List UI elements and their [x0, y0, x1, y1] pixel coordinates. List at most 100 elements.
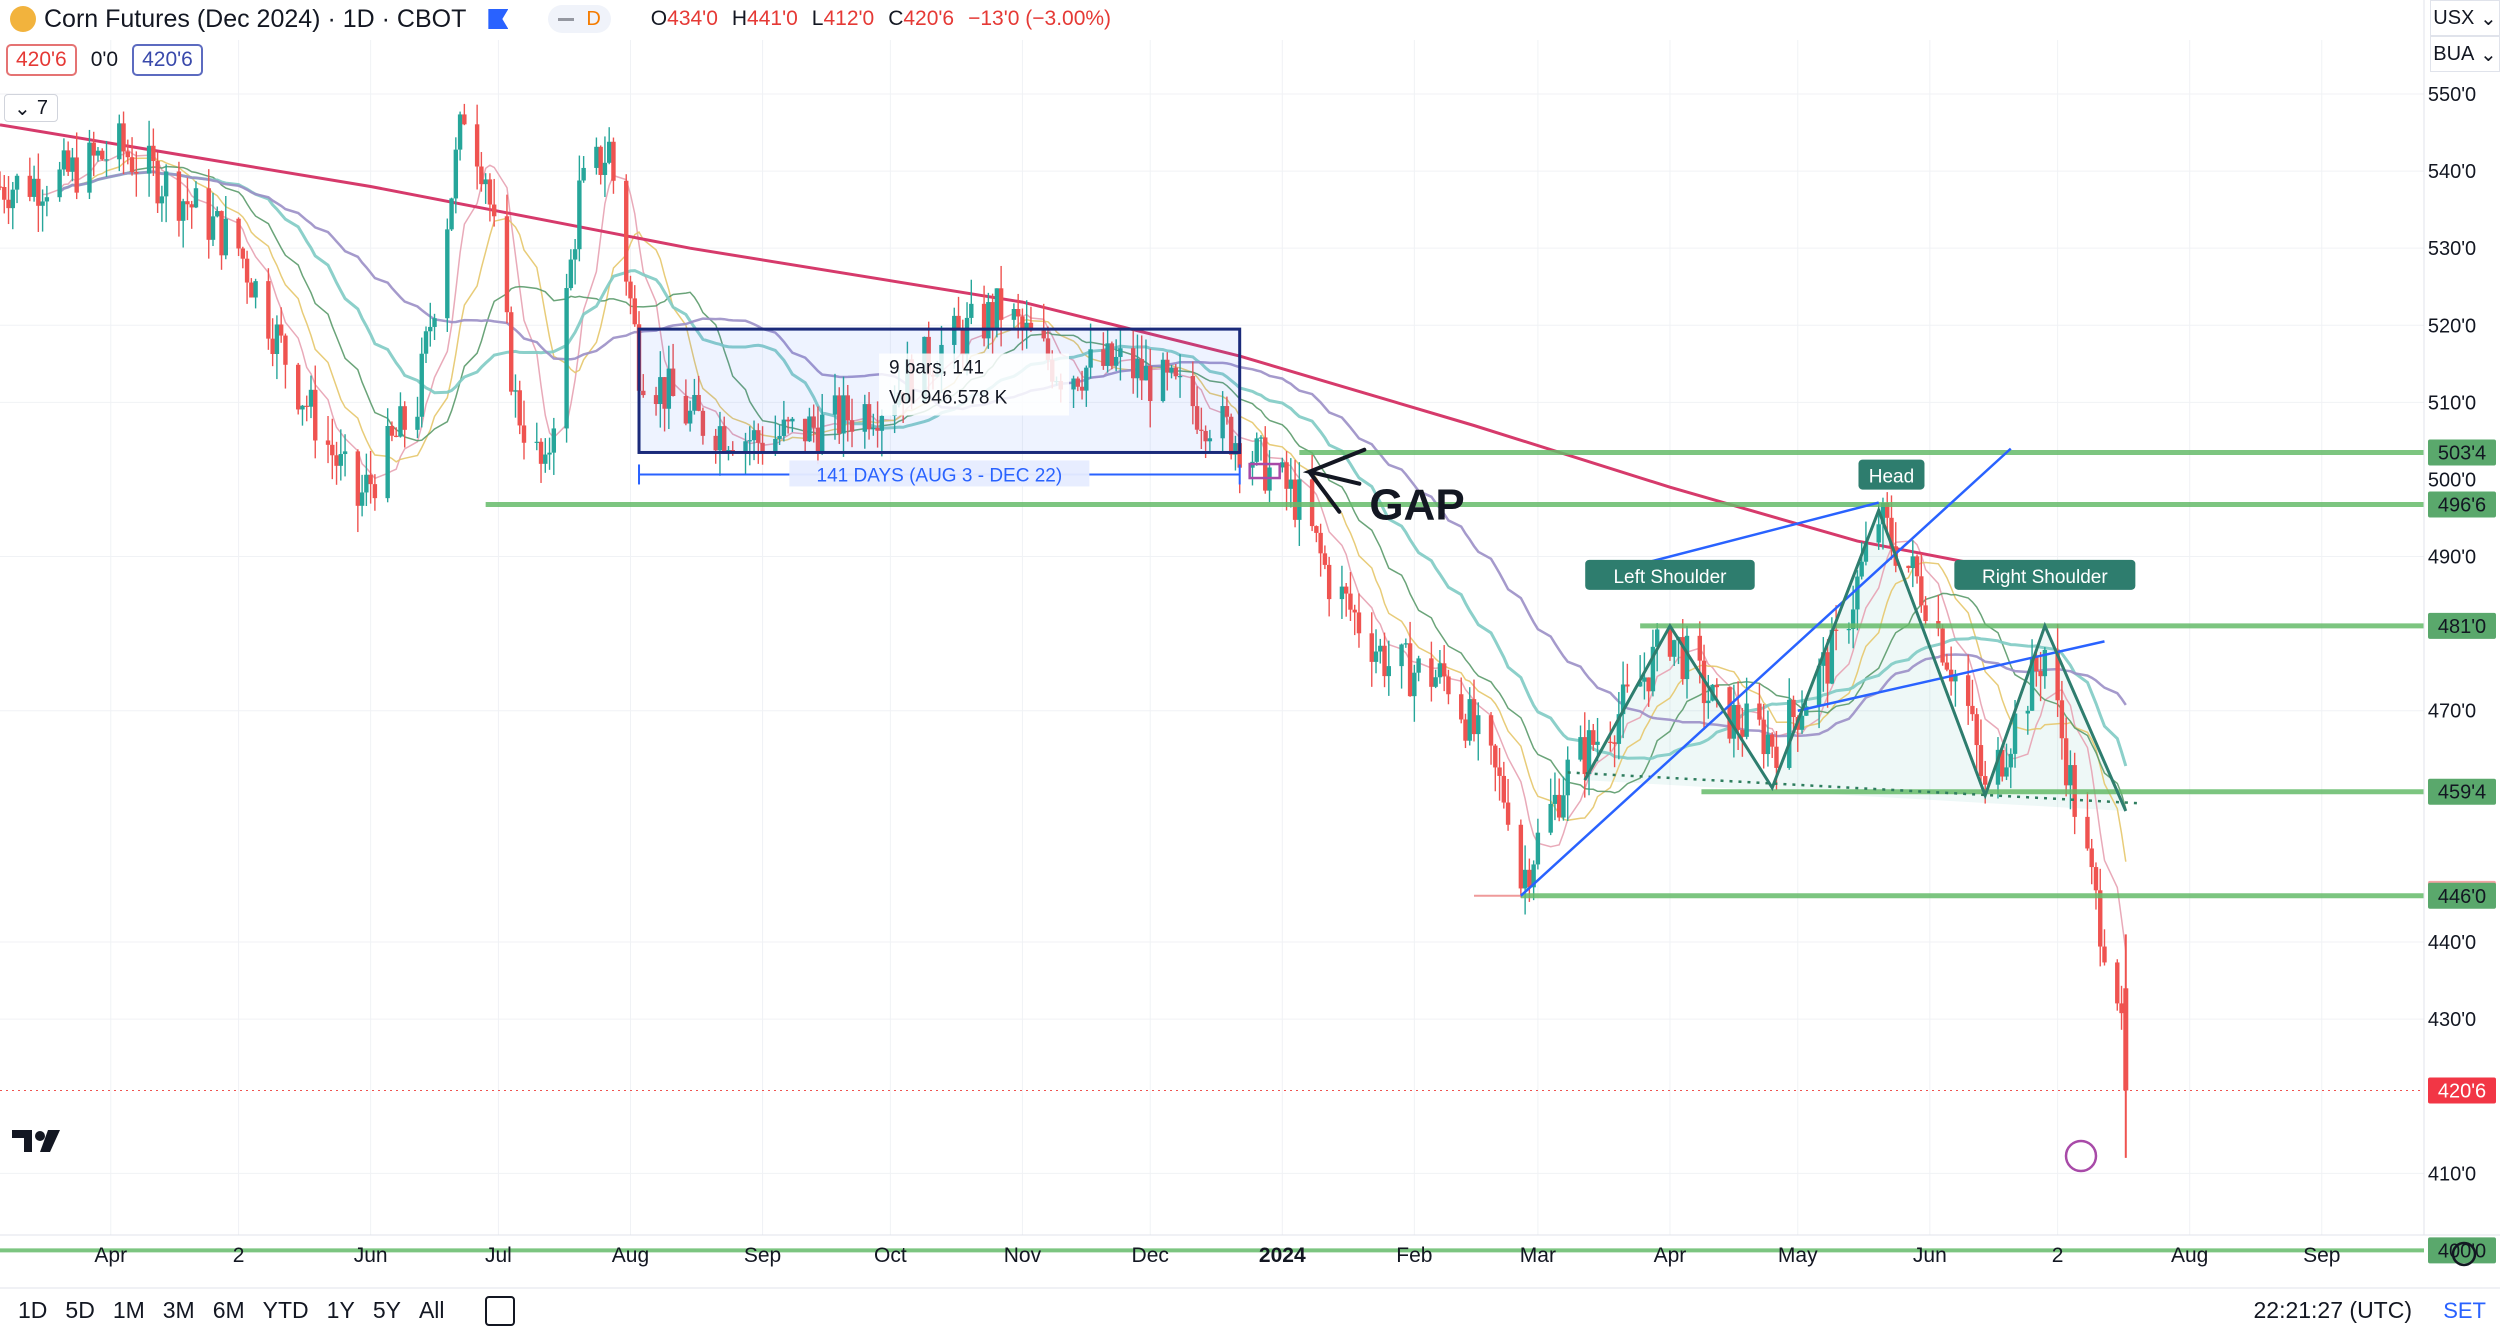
timeframe-ytd[interactable]: YTD — [262, 1297, 309, 1323]
time-tick-label: 2 — [233, 1244, 245, 1267]
candle-body — [325, 440, 331, 445]
candle-body — [334, 455, 339, 466]
timeframe-all[interactable]: All — [418, 1297, 445, 1323]
candle-body — [521, 425, 527, 443]
settings-button[interactable]: SET — [2443, 1297, 2486, 1323]
candle-body — [1821, 652, 1826, 666]
candle-body — [457, 114, 463, 150]
candle-body — [594, 146, 599, 168]
candle-body — [236, 218, 241, 249]
timeframe-5d[interactable]: 5D — [65, 1297, 95, 1323]
candle-body — [180, 201, 186, 221]
sell-price-button[interactable]: 420'6 — [6, 44, 77, 76]
candle-body — [185, 201, 190, 205]
candle-body — [662, 377, 667, 409]
buy-price-button[interactable]: 420'6 — [132, 44, 203, 76]
utc-clock[interactable]: 22:21:27 (UTC) — [2253, 1297, 2412, 1323]
timeframe-6m[interactable]: 6M — [212, 1297, 245, 1323]
candle-body — [6, 199, 11, 209]
candle-body — [1706, 700, 1711, 704]
candle-body — [44, 197, 50, 202]
candle-body — [1595, 741, 1600, 745]
candle-body — [300, 405, 305, 410]
candle-body — [223, 218, 228, 256]
candle-body — [1101, 349, 1106, 366]
candle-body — [743, 441, 748, 454]
candle-body — [683, 396, 689, 424]
candle-body — [1412, 672, 1417, 697]
candle-body — [1561, 795, 1566, 818]
candle-body — [1833, 629, 1839, 631]
candle-body — [134, 172, 139, 174]
price-tick-label: 470'0 — [2428, 701, 2476, 723]
candle-body — [700, 410, 706, 436]
candle-body — [1995, 749, 2001, 785]
timeframe-5y[interactable]: 5Y — [372, 1297, 401, 1323]
moving-averages — [0, 123, 2128, 952]
candle-body — [543, 454, 548, 464]
candle-body — [628, 281, 633, 299]
symbol-title[interactable]: Corn Futures (Dec 2024) · 1D · CBOT — [44, 4, 467, 33]
candle-body — [845, 395, 850, 421]
candle-body — [2089, 848, 2094, 868]
candle-body — [1654, 629, 1660, 647]
candle-body — [602, 162, 608, 175]
low-value: L412'0 — [811, 7, 875, 30]
time-tick-label: Aug — [612, 1244, 649, 1267]
candle-body — [1113, 356, 1119, 366]
currency-select[interactable]: USX ⌄ — [2430, 0, 2500, 36]
candle-body — [1825, 652, 1830, 684]
gear-icon[interactable] — [2451, 1241, 2477, 1267]
time-tick-label: Nov — [1004, 1244, 1042, 1267]
price-tick-label: 510'0 — [2428, 392, 2476, 414]
close-value: C420'6 — [888, 7, 955, 30]
timeframe-1m[interactable]: 1M — [112, 1297, 145, 1323]
interval-pill[interactable]: D — [548, 5, 611, 33]
candle-body — [244, 258, 250, 283]
candle-body — [1437, 663, 1443, 678]
candle-body — [572, 249, 578, 260]
candle-body — [2115, 962, 2120, 1004]
indicators-toggle[interactable]: ⌄ 7 — [4, 94, 58, 122]
flag-icon[interactable] — [488, 9, 509, 29]
candle-body — [1471, 699, 1477, 735]
timeframe-3m[interactable]: 3M — [162, 1297, 195, 1323]
timeframe-1y[interactable]: 1Y — [326, 1297, 355, 1323]
candle-body — [1280, 462, 1285, 468]
candle-body — [1625, 684, 1630, 687]
candle-body — [670, 368, 676, 397]
candle-body — [777, 435, 782, 439]
candle-body — [1297, 479, 1302, 520]
calendar-icon[interactable] — [484, 1295, 515, 1326]
timeframe-1d[interactable]: 1D — [18, 1297, 48, 1323]
price-level-badge-bg — [2428, 882, 2496, 909]
candle-body — [2085, 816, 2090, 849]
candle-body — [841, 395, 846, 434]
event-icon[interactable] — [2064, 1139, 2098, 1173]
candle-body — [193, 188, 199, 208]
candle-body — [2004, 767, 2009, 777]
candle-body — [1970, 705, 1975, 715]
candle-body — [568, 259, 574, 289]
unit-select[interactable]: BUA ⌄ — [2430, 36, 2500, 72]
candle-body — [785, 419, 791, 422]
candle-body — [641, 390, 646, 396]
candle-body — [1446, 676, 1451, 695]
corn-symbol-icon[interactable] — [10, 6, 36, 32]
candle-body — [1859, 561, 1864, 577]
candle-body — [206, 188, 211, 240]
price-level-badge: 459'4 — [2438, 782, 2486, 804]
candle-body — [581, 167, 586, 181]
candle-body — [57, 169, 62, 198]
candle-body — [330, 444, 335, 456]
candle-body — [1914, 556, 1920, 577]
candle-body — [14, 175, 20, 190]
candle-body — [266, 281, 271, 339]
candle-body — [611, 141, 616, 181]
candle-body — [1608, 741, 1613, 743]
candle-body — [1497, 767, 1502, 776]
candle-body — [1369, 633, 1374, 662]
candle-body — [355, 451, 361, 506]
